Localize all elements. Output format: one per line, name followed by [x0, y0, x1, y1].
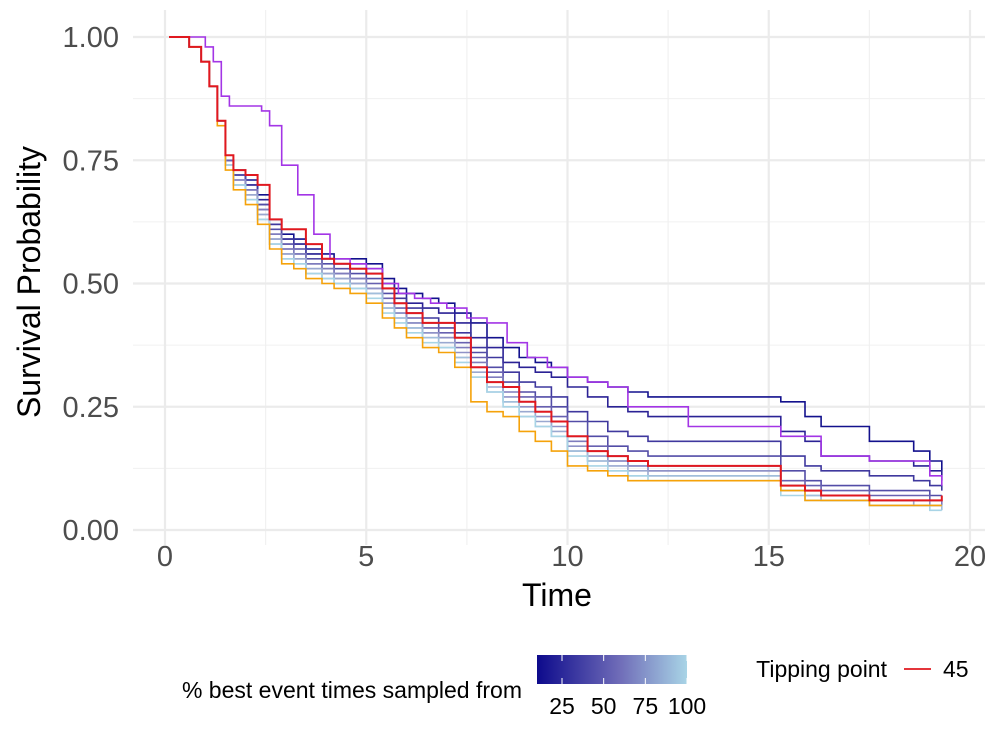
survival-curve [169, 36, 942, 507]
y-tick-label: 0.75 [63, 145, 119, 177]
y-tick-label: 1.00 [63, 22, 119, 54]
tipping-point-title: Tipping point [756, 656, 887, 682]
survival-curve [169, 36, 943, 511]
colorbar-title: % best event times sampled from [182, 677, 522, 703]
tipping-point-line [169, 36, 943, 502]
colorbar-gradient [537, 655, 687, 684]
y-tick-label: 0.00 [63, 515, 119, 547]
survival-curve [169, 36, 942, 507]
survival-curve [169, 36, 942, 507]
x-tick-label: 10 [551, 541, 583, 573]
colorbar-tick-label: 25 [549, 693, 575, 719]
colorbar-tick-label: 100 [668, 693, 706, 719]
survival-curve [169, 36, 943, 486]
major-gridlines [133, 10, 985, 545]
series-lines [169, 36, 943, 512]
survival-curve [169, 36, 943, 506]
colorbar-tick-label: 75 [633, 693, 659, 719]
tipping-point-label: 45 [943, 656, 969, 682]
y-axis-tick-labels: 0.00 0.25 0.50 0.75 1.00 [63, 22, 119, 547]
minor-gridlines [133, 10, 985, 545]
x-axis-title: Time [522, 577, 592, 613]
x-axis-tick-labels: 0 5 10 15 20 [157, 541, 986, 573]
survival-curve [169, 36, 942, 512]
y-tick-label: 0.25 [63, 392, 119, 424]
colorbar-tick-label: 50 [591, 693, 617, 719]
y-axis-title: Survival Probability [11, 146, 47, 418]
colorbar-ticks: 25 50 75 100 [549, 655, 706, 719]
x-tick-label: 15 [753, 541, 785, 573]
x-tick-label: 0 [157, 541, 173, 573]
x-tick-label: 20 [954, 541, 986, 573]
colorbar-legend: % best event times sampled from 25 50 75 10… [182, 655, 706, 719]
tipping-point-legend: Tipping point 45 [756, 656, 968, 682]
x-tick-label: 5 [358, 541, 374, 573]
y-tick-label: 0.50 [63, 269, 119, 301]
